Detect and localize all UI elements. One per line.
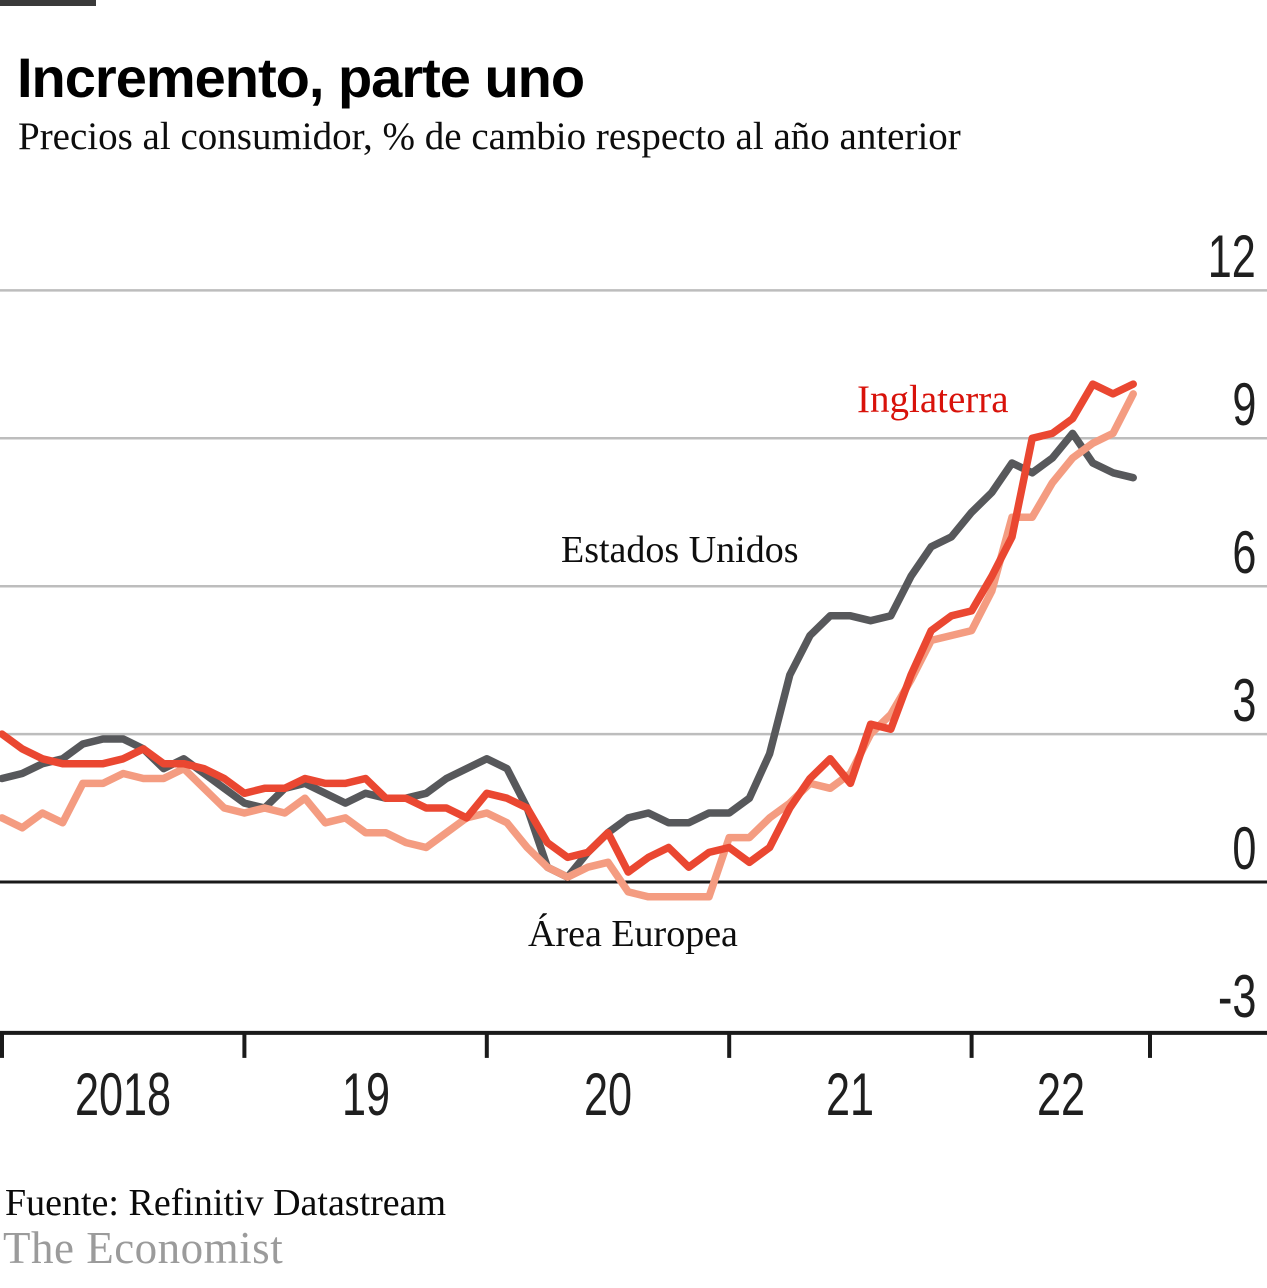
axis-lines [0, 880, 1267, 1058]
publisher-logo: The Economist [3, 1223, 284, 1273]
x-axis-label: 21 [826, 1061, 875, 1128]
x-axis-label: 22 [1036, 1061, 1085, 1128]
line-inglaterra [0, 380, 1137, 876]
chart-title: Incremento, parte uno [17, 46, 585, 109]
y-axis-label: 0 [1231, 815, 1256, 882]
y-axis-label: 6 [1231, 519, 1256, 587]
gridlines [0, 289, 1267, 736]
x-axis-label: 20 [583, 1061, 633, 1128]
series-label-area-europea: Área Europea [528, 913, 738, 955]
series-label-inglaterra: Inglaterra [857, 378, 1009, 421]
y-axis-label: 3 [1231, 667, 1256, 735]
brand-bar [0, 0, 96, 6]
data-series-lines [0, 380, 1137, 901]
source-note: Fuente: Refinitiv Datastream [5, 1182, 447, 1224]
chart-subtitle: Precios al consumidor, % de cambio respe… [18, 115, 961, 158]
y-axis-label: 9 [1231, 371, 1256, 439]
line-estados-unidos [0, 429, 1137, 881]
x-axis-label: 19 [341, 1061, 390, 1128]
y-axis-label: -3 [1217, 962, 1256, 1030]
x-axis-label: 2018 [75, 1061, 172, 1128]
y-axis-label: 12 [1207, 223, 1256, 291]
series-label-estados-unidos: Estados Unidos [561, 529, 799, 571]
line--rea-europea [0, 390, 1137, 901]
